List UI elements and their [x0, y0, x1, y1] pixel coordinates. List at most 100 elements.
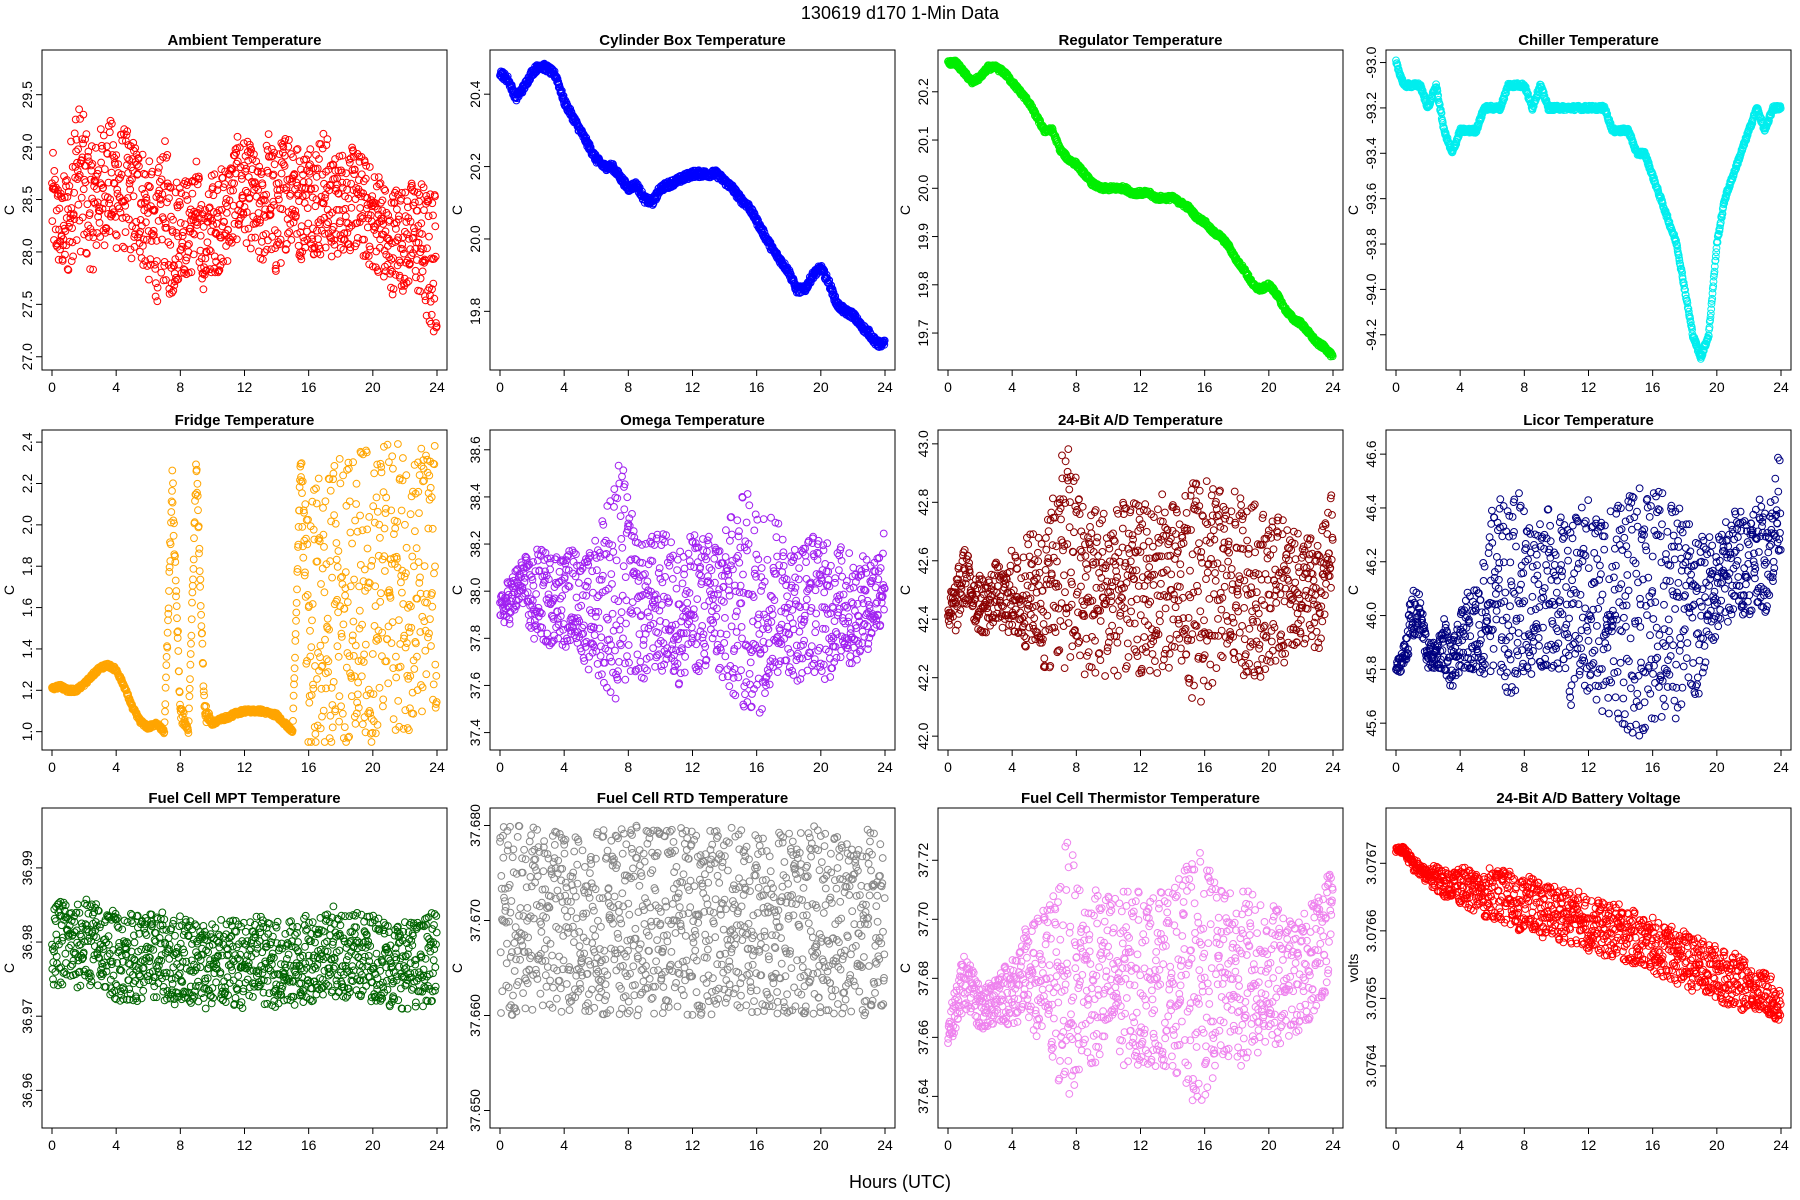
- data-point: [203, 238, 212, 247]
- data-point: [92, 241, 101, 250]
- data-point: [121, 201, 130, 210]
- data-point: [213, 213, 222, 221]
- data-point: [270, 160, 279, 169]
- data-point: [107, 119, 116, 128]
- data-point: [416, 274, 425, 283]
- panel-1-x-tick-label: 16: [301, 379, 317, 395]
- data-point: [64, 187, 73, 196]
- data-point: [139, 235, 148, 244]
- data-point: [83, 153, 92, 161]
- data-point: [185, 240, 193, 248]
- data-point: [418, 230, 426, 238]
- data-point: [145, 275, 153, 284]
- data-point: [252, 192, 261, 201]
- data-point: [79, 139, 87, 148]
- data-point: [306, 145, 315, 154]
- data-point: [78, 153, 87, 162]
- panel-1-x-tick-label: 8: [176, 379, 184, 395]
- panel-1-x-tick-label: 20: [365, 379, 381, 395]
- data-point: [429, 211, 437, 220]
- data-point: [68, 163, 77, 171]
- data-point: [87, 142, 96, 151]
- data-point: [112, 151, 121, 160]
- data-point: [360, 235, 369, 244]
- data-point: [104, 210, 112, 218]
- data-point: [64, 205, 72, 214]
- data-point: [129, 192, 138, 201]
- panel-4-y-tick-label: -93.6: [1363, 182, 1379, 214]
- data-point: [71, 163, 80, 171]
- data-point: [153, 283, 162, 292]
- data-point: [244, 173, 253, 181]
- data-point: [82, 249, 91, 258]
- data-point: [70, 188, 78, 197]
- data-point: [223, 257, 232, 265]
- data-point: [107, 168, 116, 177]
- data-point: [128, 175, 136, 184]
- data-point: [161, 137, 169, 146]
- data-point: [246, 244, 255, 253]
- data-point: [106, 212, 115, 221]
- panel-1-y-tick-label: 27.0: [19, 343, 35, 370]
- data-point: [70, 129, 79, 138]
- data-point: [143, 235, 151, 244]
- panel-4-x-tick-label: 8: [1520, 379, 1528, 395]
- data-point: [176, 219, 185, 227]
- panel-1-x-tick-label: 4: [112, 379, 120, 395]
- panel-5-title: Fridge Temperature: [175, 412, 315, 429]
- data-point: [123, 127, 132, 136]
- data-point: [114, 175, 123, 184]
- data-point: [138, 150, 147, 159]
- panel-1-y-tick-label: 28.5: [19, 186, 35, 213]
- data-point: [138, 185, 147, 193]
- data-point: [165, 194, 173, 203]
- panel-2-title: Cylinder Box Temperature: [599, 32, 785, 49]
- data-point: [51, 225, 60, 234]
- data-point: [61, 177, 70, 186]
- data-point: [341, 212, 350, 221]
- panel-4-y-tick-label: -93.0: [1363, 46, 1379, 78]
- panel-4-y-tick-label: -93.8: [1363, 228, 1379, 260]
- data-point: [60, 193, 69, 202]
- data-point: [96, 233, 104, 241]
- data-point: [103, 193, 112, 202]
- panel-4-x-tick-label: 4: [1456, 379, 1464, 395]
- data-point: [70, 215, 79, 224]
- data-point: [142, 193, 151, 202]
- data-point: [100, 241, 109, 250]
- data-point: [277, 169, 286, 178]
- data-point: [112, 231, 121, 240]
- data-point: [88, 160, 97, 168]
- data-point: [54, 255, 63, 264]
- data-point: [63, 193, 72, 201]
- data-point: [146, 183, 154, 192]
- data-point: [98, 204, 107, 213]
- data-point: [132, 217, 141, 226]
- data-point: [87, 161, 95, 170]
- data-point: [89, 233, 98, 242]
- data-point: [418, 267, 427, 276]
- panel-2-y-tick-label: 20.4: [467, 80, 483, 107]
- data-point: [50, 167, 59, 175]
- data-point: [143, 262, 152, 270]
- data-point: [67, 137, 75, 146]
- panel-1-title: Ambient Temperature: [168, 32, 322, 49]
- data-point: [123, 153, 132, 162]
- data-point: [142, 218, 150, 227]
- data-point: [124, 194, 132, 202]
- data-point: [427, 310, 436, 319]
- data-point: [145, 157, 154, 166]
- panel-4-y-tick-label: -94.2: [1363, 319, 1379, 351]
- panel-1-x-tick-label: 12: [237, 379, 253, 395]
- data-point: [295, 157, 304, 166]
- panel-3-x-tick-label: 16: [1197, 379, 1213, 395]
- panel-2-x-tick-label: 24: [877, 379, 893, 395]
- data-point: [82, 248, 90, 257]
- figure-x-axis-label: Hours (UTC): [849, 1172, 951, 1192]
- data-point: [73, 166, 82, 175]
- data-point: [98, 144, 106, 153]
